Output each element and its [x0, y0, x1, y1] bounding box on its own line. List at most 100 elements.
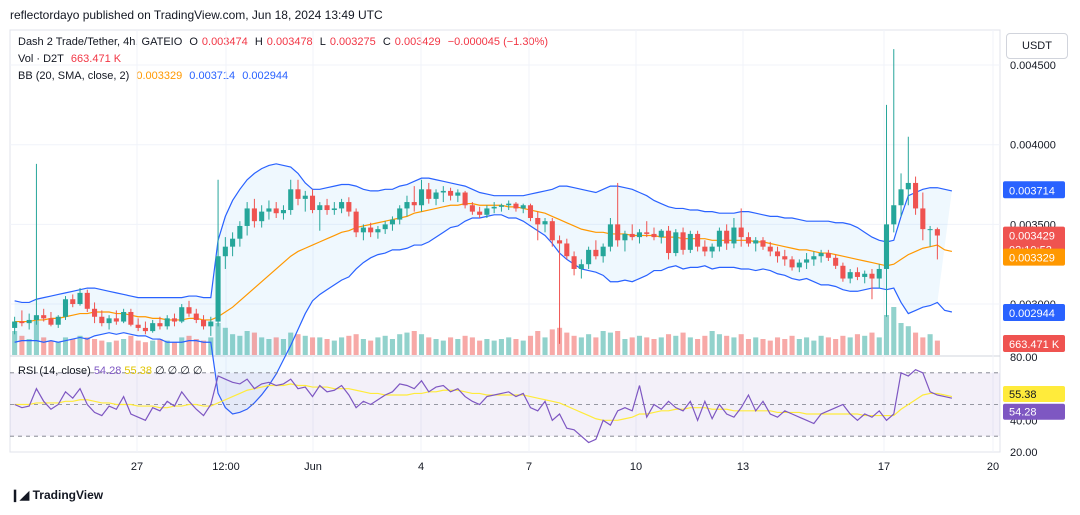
candle-body [883, 224, 890, 269]
volume-bar [782, 339, 788, 355]
volume-bar [898, 323, 904, 355]
candle-body [557, 240, 563, 244]
candle-body [818, 253, 824, 257]
volume-label[interactable]: Vol · D2T [18, 53, 64, 65]
time-tick-label: 12:00 [212, 461, 240, 473]
candle-body [811, 256, 817, 260]
volume-bar [578, 337, 584, 355]
candle-body [651, 233, 657, 238]
volume-bar [469, 337, 475, 355]
volume-bar [789, 335, 795, 355]
bb-lower-price-tag-bg [1003, 303, 1065, 321]
volume-bar [920, 337, 926, 355]
candle-body [665, 230, 672, 254]
price-tick-label: 0.004500 [1010, 60, 1056, 72]
volume-bar [186, 335, 192, 355]
candle-body [70, 299, 76, 305]
bb-legend: BB (20, SMA, close, 2) 0.003329 0.003714… [18, 70, 292, 82]
candle-body [186, 307, 192, 314]
candle-body [760, 240, 766, 247]
volume-bar [586, 334, 592, 355]
candle-body [164, 318, 170, 327]
high-value: 0.003478 [266, 36, 313, 48]
candle-body [142, 327, 148, 332]
volume-bar [397, 334, 403, 355]
candle-body [542, 221, 548, 225]
volume-bar [368, 340, 374, 355]
symbol-title[interactable]: Dash 2 Trade/Tether, 4h, GATEIO [18, 36, 183, 48]
tradingview-logo[interactable]: ❙◢ TradingView [10, 488, 103, 502]
volume-bar [55, 342, 61, 355]
volume-bar [411, 331, 417, 355]
candle-body [404, 202, 410, 209]
candle-body [360, 227, 366, 233]
volume-bar [883, 315, 890, 355]
candle-body [833, 257, 839, 266]
rsi-label[interactable]: RSI (14, close) [18, 365, 91, 377]
candle-body [128, 311, 134, 325]
volume-bar [215, 323, 221, 355]
candle-body [782, 256, 788, 260]
candle-body [26, 319, 32, 324]
volume-tag-bg [1003, 335, 1065, 352]
candle-body [208, 321, 214, 327]
volume-bar [513, 339, 519, 355]
candle-body [724, 230, 730, 244]
candle-body [636, 232, 643, 238]
volume-bar [506, 337, 512, 355]
volume-bar [796, 339, 802, 355]
volume-bar [905, 326, 911, 355]
bb-label[interactable]: BB (20, SMA, close, 2) [18, 70, 130, 82]
candle-body [251, 208, 257, 222]
candle-body [200, 319, 207, 327]
volume-bar [869, 332, 875, 355]
candle-body [789, 259, 795, 268]
candle-body [33, 315, 39, 320]
candle-body [99, 316, 105, 324]
volume-bar [927, 334, 933, 355]
volume-bar [753, 337, 759, 355]
time-tick-label: 10 [630, 461, 642, 473]
volume-bar [680, 332, 686, 355]
candle-body [716, 230, 722, 247]
volume-bar [135, 340, 141, 355]
low-label: L [319, 36, 326, 48]
rsi-tick-label: 20.00 [1010, 447, 1038, 459]
rsi-tick-label: 80.00 [1010, 352, 1038, 364]
tv-logo-icon: ❙◢ [10, 488, 30, 502]
bb-upper-price-tag: 0.003714 [1009, 185, 1055, 197]
candle-body [331, 208, 337, 211]
candle-body [382, 224, 388, 230]
volume-bar [535, 331, 541, 355]
volume-value: 663.471 K [70, 53, 122, 65]
volume-bar [426, 337, 432, 355]
currency-button[interactable]: USDT [1006, 33, 1068, 59]
volume-bar [360, 339, 366, 355]
candle-body [215, 256, 221, 322]
volume-bar [484, 339, 490, 355]
candle-body [339, 202, 345, 209]
candle-body [869, 273, 875, 279]
volume-bar [244, 331, 250, 355]
candle-body [804, 259, 810, 263]
volume-bar [77, 335, 83, 355]
volume-bar [862, 335, 868, 355]
candle-body [600, 246, 606, 257]
volume-bar [760, 339, 766, 355]
volume-bar [564, 332, 570, 355]
volume-bar [477, 340, 483, 355]
candle-body [753, 240, 759, 244]
volume-bar [418, 334, 425, 355]
volume-legend: Vol · D2T 663.471 K [18, 53, 125, 65]
candle-body [593, 249, 599, 257]
volume-bar [26, 339, 32, 355]
low-value: 0.003275 [329, 36, 376, 48]
rsi-ma-line [14, 383, 953, 421]
volume-bar [702, 335, 708, 355]
time-tick-label: 20 [987, 461, 999, 473]
time-tick-label: 17 [878, 461, 890, 473]
volume-bar [230, 334, 236, 355]
volume-bar [520, 340, 526, 355]
candle-body [549, 221, 555, 241]
volume-bar [934, 340, 940, 355]
